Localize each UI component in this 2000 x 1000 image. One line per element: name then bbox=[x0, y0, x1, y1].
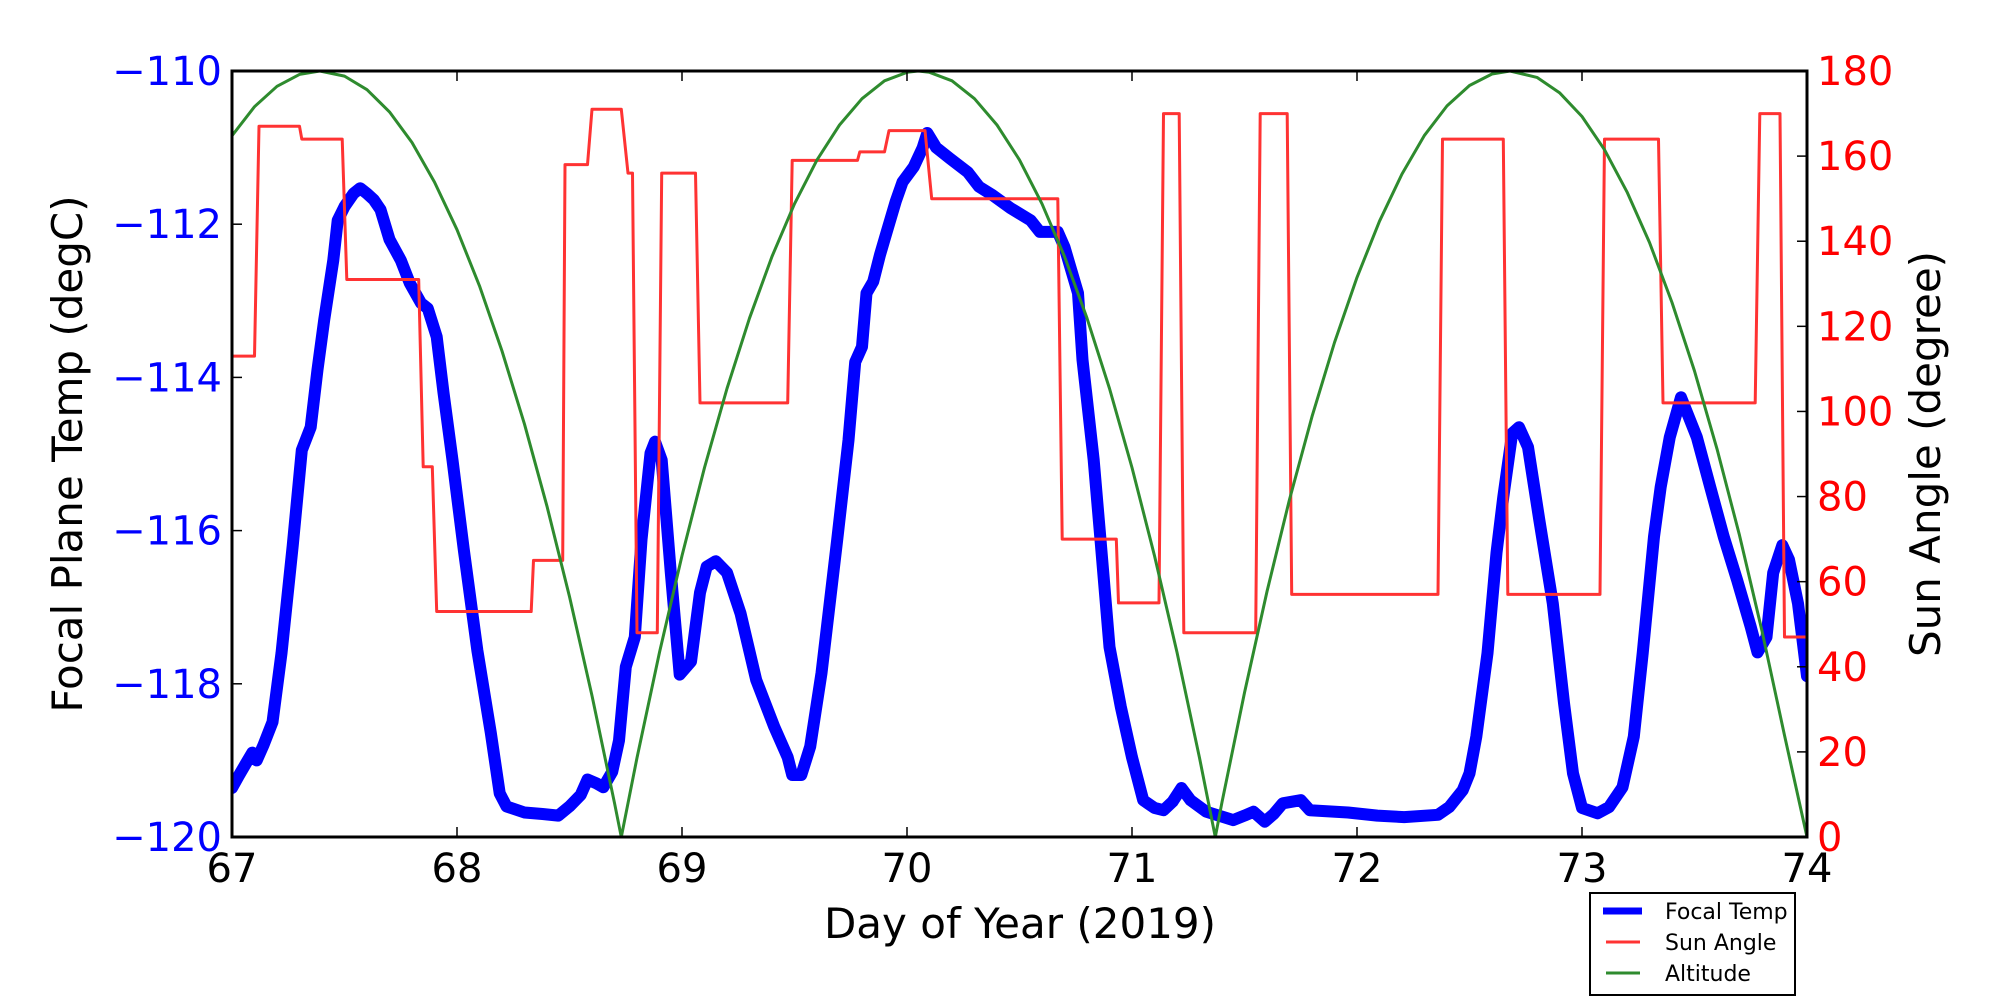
x-axis-title: Day of Year (2019) bbox=[824, 899, 1216, 948]
y-tick-label: −114 bbox=[112, 355, 222, 401]
y2-tick-label: 120 bbox=[1817, 304, 1893, 350]
x-tick-label: 69 bbox=[657, 846, 708, 892]
x-tick-label: 72 bbox=[1332, 846, 1383, 892]
y2-tick-label: 60 bbox=[1817, 560, 1868, 606]
x-tick-label: 74 bbox=[1782, 846, 1833, 892]
x-tick-label: 73 bbox=[1557, 846, 1608, 892]
y2-tick-label: 40 bbox=[1817, 645, 1868, 691]
y-tick-label: −110 bbox=[112, 49, 222, 95]
series-focal-temp-line bbox=[232, 127, 1807, 828]
plot-area bbox=[232, 71, 1807, 837]
y2-tick-label: 20 bbox=[1817, 730, 1868, 776]
y2-tick-label: 160 bbox=[1817, 134, 1893, 180]
y2-tick-label: 140 bbox=[1817, 219, 1893, 265]
x-tick-label: 70 bbox=[882, 846, 933, 892]
y-axis-title: Focal Plane Temp (degC) bbox=[43, 195, 92, 712]
x-tick-label: 71 bbox=[1107, 846, 1158, 892]
y2-tick-label: 0 bbox=[1817, 815, 1842, 861]
y2-axis-title: Sun Angle (degree) bbox=[1901, 251, 1950, 657]
y-tick-label: −116 bbox=[112, 509, 222, 555]
plot-frame bbox=[230, 69, 1809, 839]
legend: Focal Temp Sun Angle Altitude bbox=[1589, 892, 1796, 996]
series-altitude-line bbox=[232, 71, 1807, 837]
legend-label-focal-temp: Focal Temp bbox=[1665, 900, 1788, 925]
y-tick-label: −112 bbox=[112, 202, 222, 248]
y2-tick-label: 100 bbox=[1817, 389, 1893, 435]
axis-ticks: 67 68 69 70 71 72 73 74 −110 −112 −114 −116 −118 −120… bbox=[112, 49, 1893, 892]
series-sun-angle-line bbox=[232, 107, 1807, 639]
y-tick-label: −118 bbox=[112, 662, 222, 708]
legend-label-sun-angle: Sun Angle bbox=[1665, 931, 1776, 956]
y2-tick-label: 180 bbox=[1817, 49, 1893, 95]
y-tick-label: −120 bbox=[112, 815, 222, 861]
legend-label-altitude: Altitude bbox=[1665, 962, 1751, 987]
y2-tick-label: 80 bbox=[1817, 475, 1868, 521]
x-tick-label: 67 bbox=[207, 846, 258, 892]
x-tick-label: 68 bbox=[432, 846, 483, 892]
